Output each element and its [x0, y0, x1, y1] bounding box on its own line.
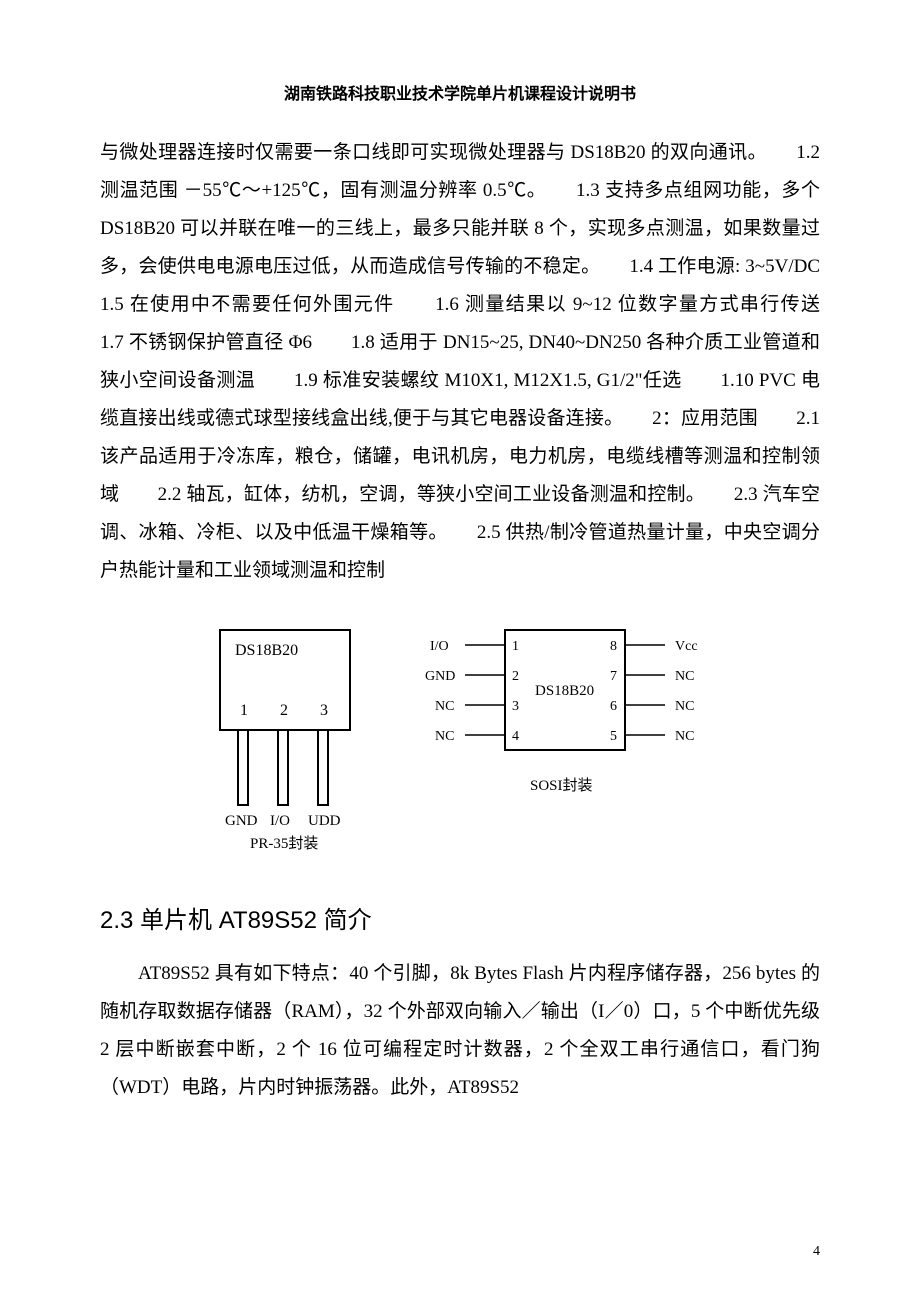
svg-text:Vcc: Vcc	[675, 639, 698, 654]
svg-text:NC: NC	[675, 669, 694, 684]
sosi-left-pin-4: 4 NC	[435, 729, 519, 744]
svg-text:5: 5	[610, 729, 617, 744]
pr35-label-io: I/O	[270, 813, 290, 829]
pr35-package-diagram: DS18B20 1 2 3 GND I/O UDD PR-35封装	[200, 620, 370, 860]
page-header-title: 湖南铁路科技职业技术学院单片机课程设计说明书	[100, 80, 820, 104]
pr35-pin3: 3	[320, 702, 328, 719]
pr35-label-udd: UDD	[308, 813, 341, 829]
sosi-chip-label: DS18B20	[535, 683, 594, 699]
sosi-right-pin-8: 8 Vcc	[610, 639, 698, 654]
svg-text:2: 2	[512, 669, 519, 684]
sosi-right-pin-6: 6 NC	[610, 699, 694, 714]
pinout-diagrams: DS18B20 1 2 3 GND I/O UDD PR-35封装 DS18B2…	[100, 620, 820, 860]
svg-text:1: 1	[512, 639, 519, 654]
sosi-right-pin-5: 5 NC	[610, 729, 694, 744]
sosi-package-diagram: DS18B20 1 I/O 2 GND 3 NC 4 NC 8 Vcc	[410, 620, 720, 820]
paragraph-1: 与微处理器连接时仅需要一条口线即可实现微处理器与 DS18B20 的双向通讯。 …	[100, 134, 820, 590]
pr35-package-label: PR-35封装	[250, 835, 318, 852]
svg-text:I/O: I/O	[430, 639, 449, 654]
svg-text:8: 8	[610, 639, 617, 654]
svg-text:3: 3	[512, 699, 519, 714]
sosi-right-pin-7: 7 NC	[610, 669, 694, 684]
svg-text:7: 7	[610, 669, 617, 684]
svg-text:GND: GND	[425, 669, 455, 684]
svg-text:NC: NC	[435, 729, 454, 744]
svg-text:6: 6	[610, 699, 617, 714]
svg-text:NC: NC	[675, 699, 694, 714]
section-2-3-heading: 2.3 单片机 AT89S52 简介	[100, 900, 820, 935]
paragraph-2: AT89S52 具有如下特点：40 个引脚，8k Bytes Flash 片内程…	[100, 955, 820, 1107]
page-number: 4	[813, 1244, 820, 1260]
pr35-chip-label: DS18B20	[235, 642, 298, 659]
pr35-pin1: 1	[240, 702, 248, 719]
sosi-package-label: SOSI封装	[530, 777, 593, 794]
svg-text:4: 4	[512, 729, 519, 744]
sosi-left-pin-3: 3 NC	[435, 699, 519, 714]
svg-text:NC: NC	[435, 699, 454, 714]
svg-text:NC: NC	[675, 729, 694, 744]
pr35-label-gnd: GND	[225, 813, 258, 829]
pr35-pin2: 2	[280, 702, 288, 719]
